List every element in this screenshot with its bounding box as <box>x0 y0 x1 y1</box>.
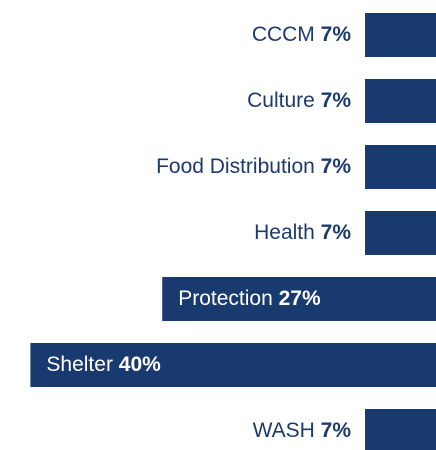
category-label: Culture <box>247 89 315 112</box>
bar-label: Culture 7% <box>247 89 351 112</box>
category-label: Protection <box>178 287 273 310</box>
value-label: 7% <box>321 155 352 178</box>
bar <box>365 79 436 123</box>
bar <box>365 211 436 255</box>
value-label: 40% <box>119 353 161 376</box>
bar <box>365 145 436 189</box>
value-label: 7% <box>321 23 352 46</box>
bar <box>30 343 436 387</box>
bar-label: CCCM 7% <box>252 23 352 46</box>
category-label: Health <box>254 221 315 244</box>
bar-label: Food Distribution 7% <box>156 155 351 178</box>
bar <box>365 409 436 450</box>
category-label: Food Distribution <box>156 155 315 178</box>
value-label: 7% <box>321 89 352 112</box>
value-label: 27% <box>279 287 321 310</box>
category-label: WASH <box>253 419 315 442</box>
bar <box>162 277 436 321</box>
category-label: CCCM <box>252 23 315 46</box>
value-label: 7% <box>321 419 352 442</box>
bar-label: Protection 27% <box>178 287 321 310</box>
bar-label: Health 7% <box>254 221 351 244</box>
bar-label: WASH 7% <box>253 419 352 442</box>
value-label: 7% <box>321 221 352 244</box>
bar-label: Shelter 40% <box>46 353 161 376</box>
bar <box>365 13 436 57</box>
category-label: Shelter <box>46 353 113 376</box>
